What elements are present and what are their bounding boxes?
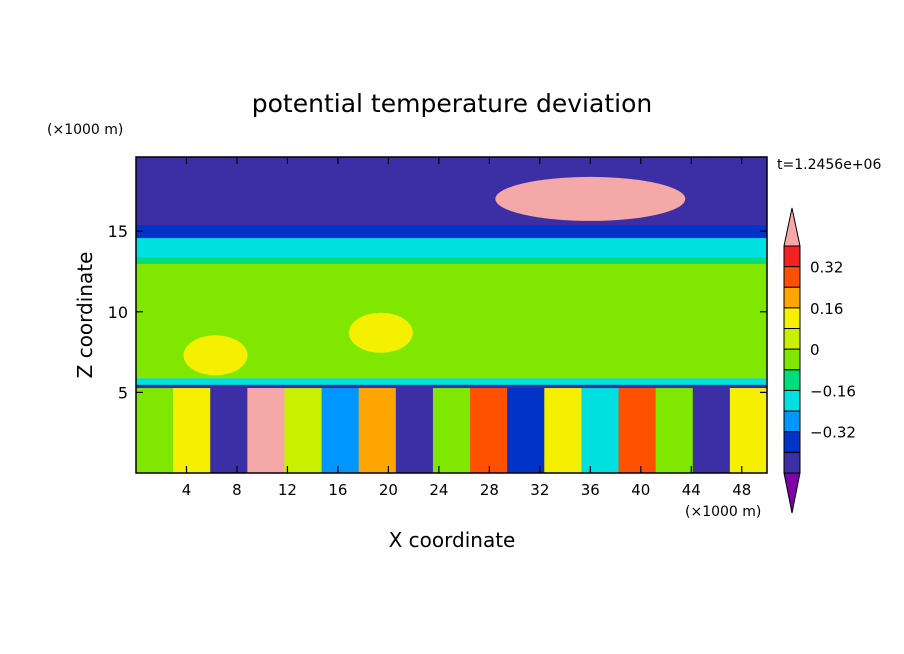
x-unit-label: (×1000 m): [685, 504, 761, 520]
contour-band-lower-stripe: [618, 387, 657, 473]
plot-frame: [135, 156, 768, 474]
y-tick-label: 15: [108, 222, 128, 241]
contour-band-lower-stripe: [470, 387, 508, 473]
colorbar-extend-top: [783, 207, 801, 247]
colorbar-tick-label: 0.16: [810, 300, 843, 318]
y-axis-label: Z coordinate: [73, 252, 97, 379]
contour-band: [136, 224, 767, 239]
colorbar-tick-label: 0: [810, 341, 820, 359]
colorbar-tick-label: 0.32: [810, 259, 843, 277]
contour-band-lower-stripe: [358, 387, 397, 473]
contour-band-lower-stripe: [692, 387, 731, 473]
contour-band: [136, 384, 767, 389]
colorbar-box: [783, 245, 801, 268]
contour-band-lower-stripe: [581, 387, 620, 473]
x-tick-label: 20: [379, 481, 398, 499]
contour-band: [136, 377, 767, 385]
y-tick-label: 10: [108, 303, 128, 322]
contour-band-lower-stripe: [544, 387, 582, 473]
contour-band-lower-stripe: [655, 387, 694, 473]
contour-warm-blob: [348, 312, 413, 353]
colorbar-box: [783, 307, 801, 330]
contour-band-lower-stripe: [247, 387, 285, 473]
x-tick-label: 40: [631, 481, 650, 499]
contour-band-lower-stripe: [507, 387, 545, 473]
colorbar-box: [783, 431, 801, 453]
colorbar-box: [783, 266, 801, 288]
contour-band-lower-stripe: [173, 387, 211, 473]
colorbar-box: [783, 369, 801, 391]
colorbar-tick-label: −0.32: [810, 424, 856, 442]
colorbar-box: [783, 286, 801, 309]
x-tick-label: 8: [232, 481, 242, 499]
contour-band-lower-stripe: [432, 387, 471, 473]
x-tick-label: 48: [732, 481, 751, 499]
colorbar-extend-bottom: [783, 472, 801, 514]
contour-field: [136, 157, 767, 473]
x-tick-label: 4: [182, 481, 192, 499]
x-tick-label: 12: [278, 481, 297, 499]
colorbar-box: [783, 410, 801, 433]
contour-band-lower-stripe: [284, 387, 323, 473]
contour-warm-blob: [183, 335, 248, 376]
x-axis-label: X coordinate: [389, 528, 516, 552]
chart-title: potential temperature deviation: [252, 89, 652, 118]
colorbar: 0.32 0.16 0 −0.16 −0.32: [783, 207, 856, 514]
contour-band-lower-stripe: [136, 387, 174, 473]
colorbar-box: [783, 348, 801, 371]
contour-warm-blob: [495, 176, 686, 221]
y-unit-label: (×1000 m): [47, 122, 123, 138]
x-tick-label: 44: [682, 481, 701, 499]
colorbar-box: [783, 328, 801, 350]
colorbar-tick-label: −0.16: [810, 382, 856, 400]
x-tick-label: 24: [429, 481, 448, 499]
contour-band-lower-stripe: [729, 387, 767, 473]
time-label: t=1.2456e+06: [777, 157, 881, 173]
contour-band-lower-stripe: [321, 387, 360, 473]
x-tick-label: 16: [328, 481, 347, 499]
contour-band-lower-stripe: [210, 387, 248, 473]
x-tick-label: 36: [581, 481, 600, 499]
contour-band: [136, 237, 767, 258]
contour-band-lower-stripe: [395, 387, 434, 473]
x-tick-label: 28: [480, 481, 499, 499]
contour-bands: [136, 157, 767, 473]
contour-band: [136, 256, 767, 264]
colorbar-box: [783, 389, 801, 412]
colorbar-box: [783, 451, 801, 474]
y-axis: 5 10 15: [108, 222, 767, 402]
y-tick-label: 5: [118, 383, 128, 402]
x-axis: 4 8 12 16 20 24 28 32 36 40 44 48: [182, 157, 751, 499]
contour-blobs: [183, 176, 686, 376]
x-tick-label: 32: [530, 481, 549, 499]
